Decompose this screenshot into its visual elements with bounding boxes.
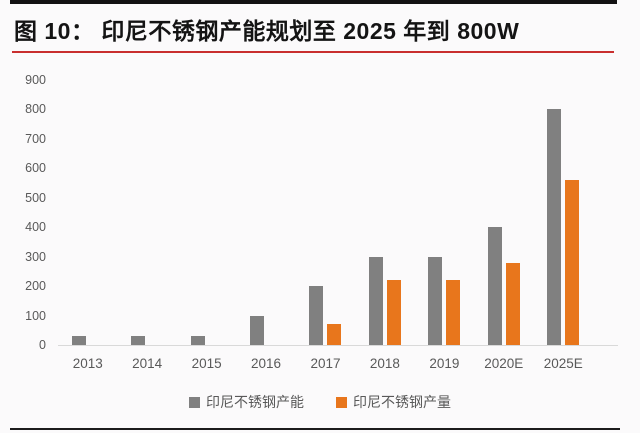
bar-group-2019	[415, 80, 474, 345]
bar	[190, 336, 205, 345]
x-tick-label: 2019	[429, 356, 460, 371]
bar	[71, 336, 86, 345]
bar	[368, 256, 383, 345]
bar	[309, 286, 324, 345]
bar	[131, 336, 146, 345]
y-axis: 900 800 700 600 500 400 300 200 100 0	[0, 73, 50, 352]
legend-swatch-icon	[189, 396, 200, 408]
y-tick-label: 800	[25, 102, 46, 117]
y-tick-label: 200	[25, 279, 46, 294]
top-rule	[10, 0, 617, 4]
y-tick-label: 600	[25, 161, 46, 176]
bar-group-2018	[355, 80, 414, 345]
x-tick-label: 2025E	[543, 356, 583, 371]
bar	[250, 315, 265, 345]
legend: 印尼不锈钢产能 印尼不锈钢产量	[0, 392, 640, 412]
x-tick-label: 2020E	[484, 356, 524, 371]
x-tick-label: 2016	[251, 356, 282, 371]
bar	[386, 280, 401, 345]
bars-row	[58, 80, 593, 345]
figure-title: 图 10： 印尼不锈钢产能规划至 2025 年到 800W	[14, 18, 520, 44]
bar	[547, 109, 562, 345]
title-underline	[12, 51, 614, 53]
x-axis-labels: 2013 2014 2015 2016 2017 2018 2019 2020E 2025E	[58, 356, 593, 371]
bar-group-2020E	[474, 80, 533, 345]
bar	[565, 180, 580, 345]
bar	[446, 280, 461, 345]
legend-item: 印尼不锈钢产量	[336, 392, 451, 412]
y-tick-label: 500	[25, 190, 46, 205]
y-tick-label: 0	[39, 338, 46, 352]
y-tick-label: 400	[25, 220, 46, 235]
x-tick-label: 2015	[191, 356, 222, 371]
bar-group-2015	[177, 80, 236, 345]
legend-item: 印尼不锈钢产能	[189, 392, 304, 412]
x-tick-label: 2013	[72, 356, 103, 371]
bar-group-2013	[58, 80, 117, 345]
bar-group-2025E	[534, 80, 593, 345]
bar	[428, 256, 443, 345]
legend-label: 印尼不锈钢产量	[353, 394, 451, 410]
y-tick-label: 300	[25, 249, 46, 264]
y-tick-label: 700	[25, 131, 46, 146]
y-tick-label: 900	[25, 73, 46, 87]
bar-group-2014	[117, 80, 176, 345]
bar	[505, 262, 520, 345]
bar	[327, 324, 342, 345]
bar-group-2017	[296, 80, 355, 345]
y-tick-label: 100	[25, 308, 46, 323]
bar	[487, 227, 502, 345]
bar-group-2016	[236, 80, 295, 345]
plot-area	[58, 80, 618, 346]
bottom-rule	[10, 428, 620, 430]
x-tick-label: 2018	[369, 356, 400, 371]
legend-swatch-icon	[336, 396, 347, 408]
legend-label: 印尼不锈钢产能	[206, 394, 304, 410]
x-tick-label: 2014	[132, 356, 163, 371]
x-tick-label: 2017	[310, 356, 341, 371]
